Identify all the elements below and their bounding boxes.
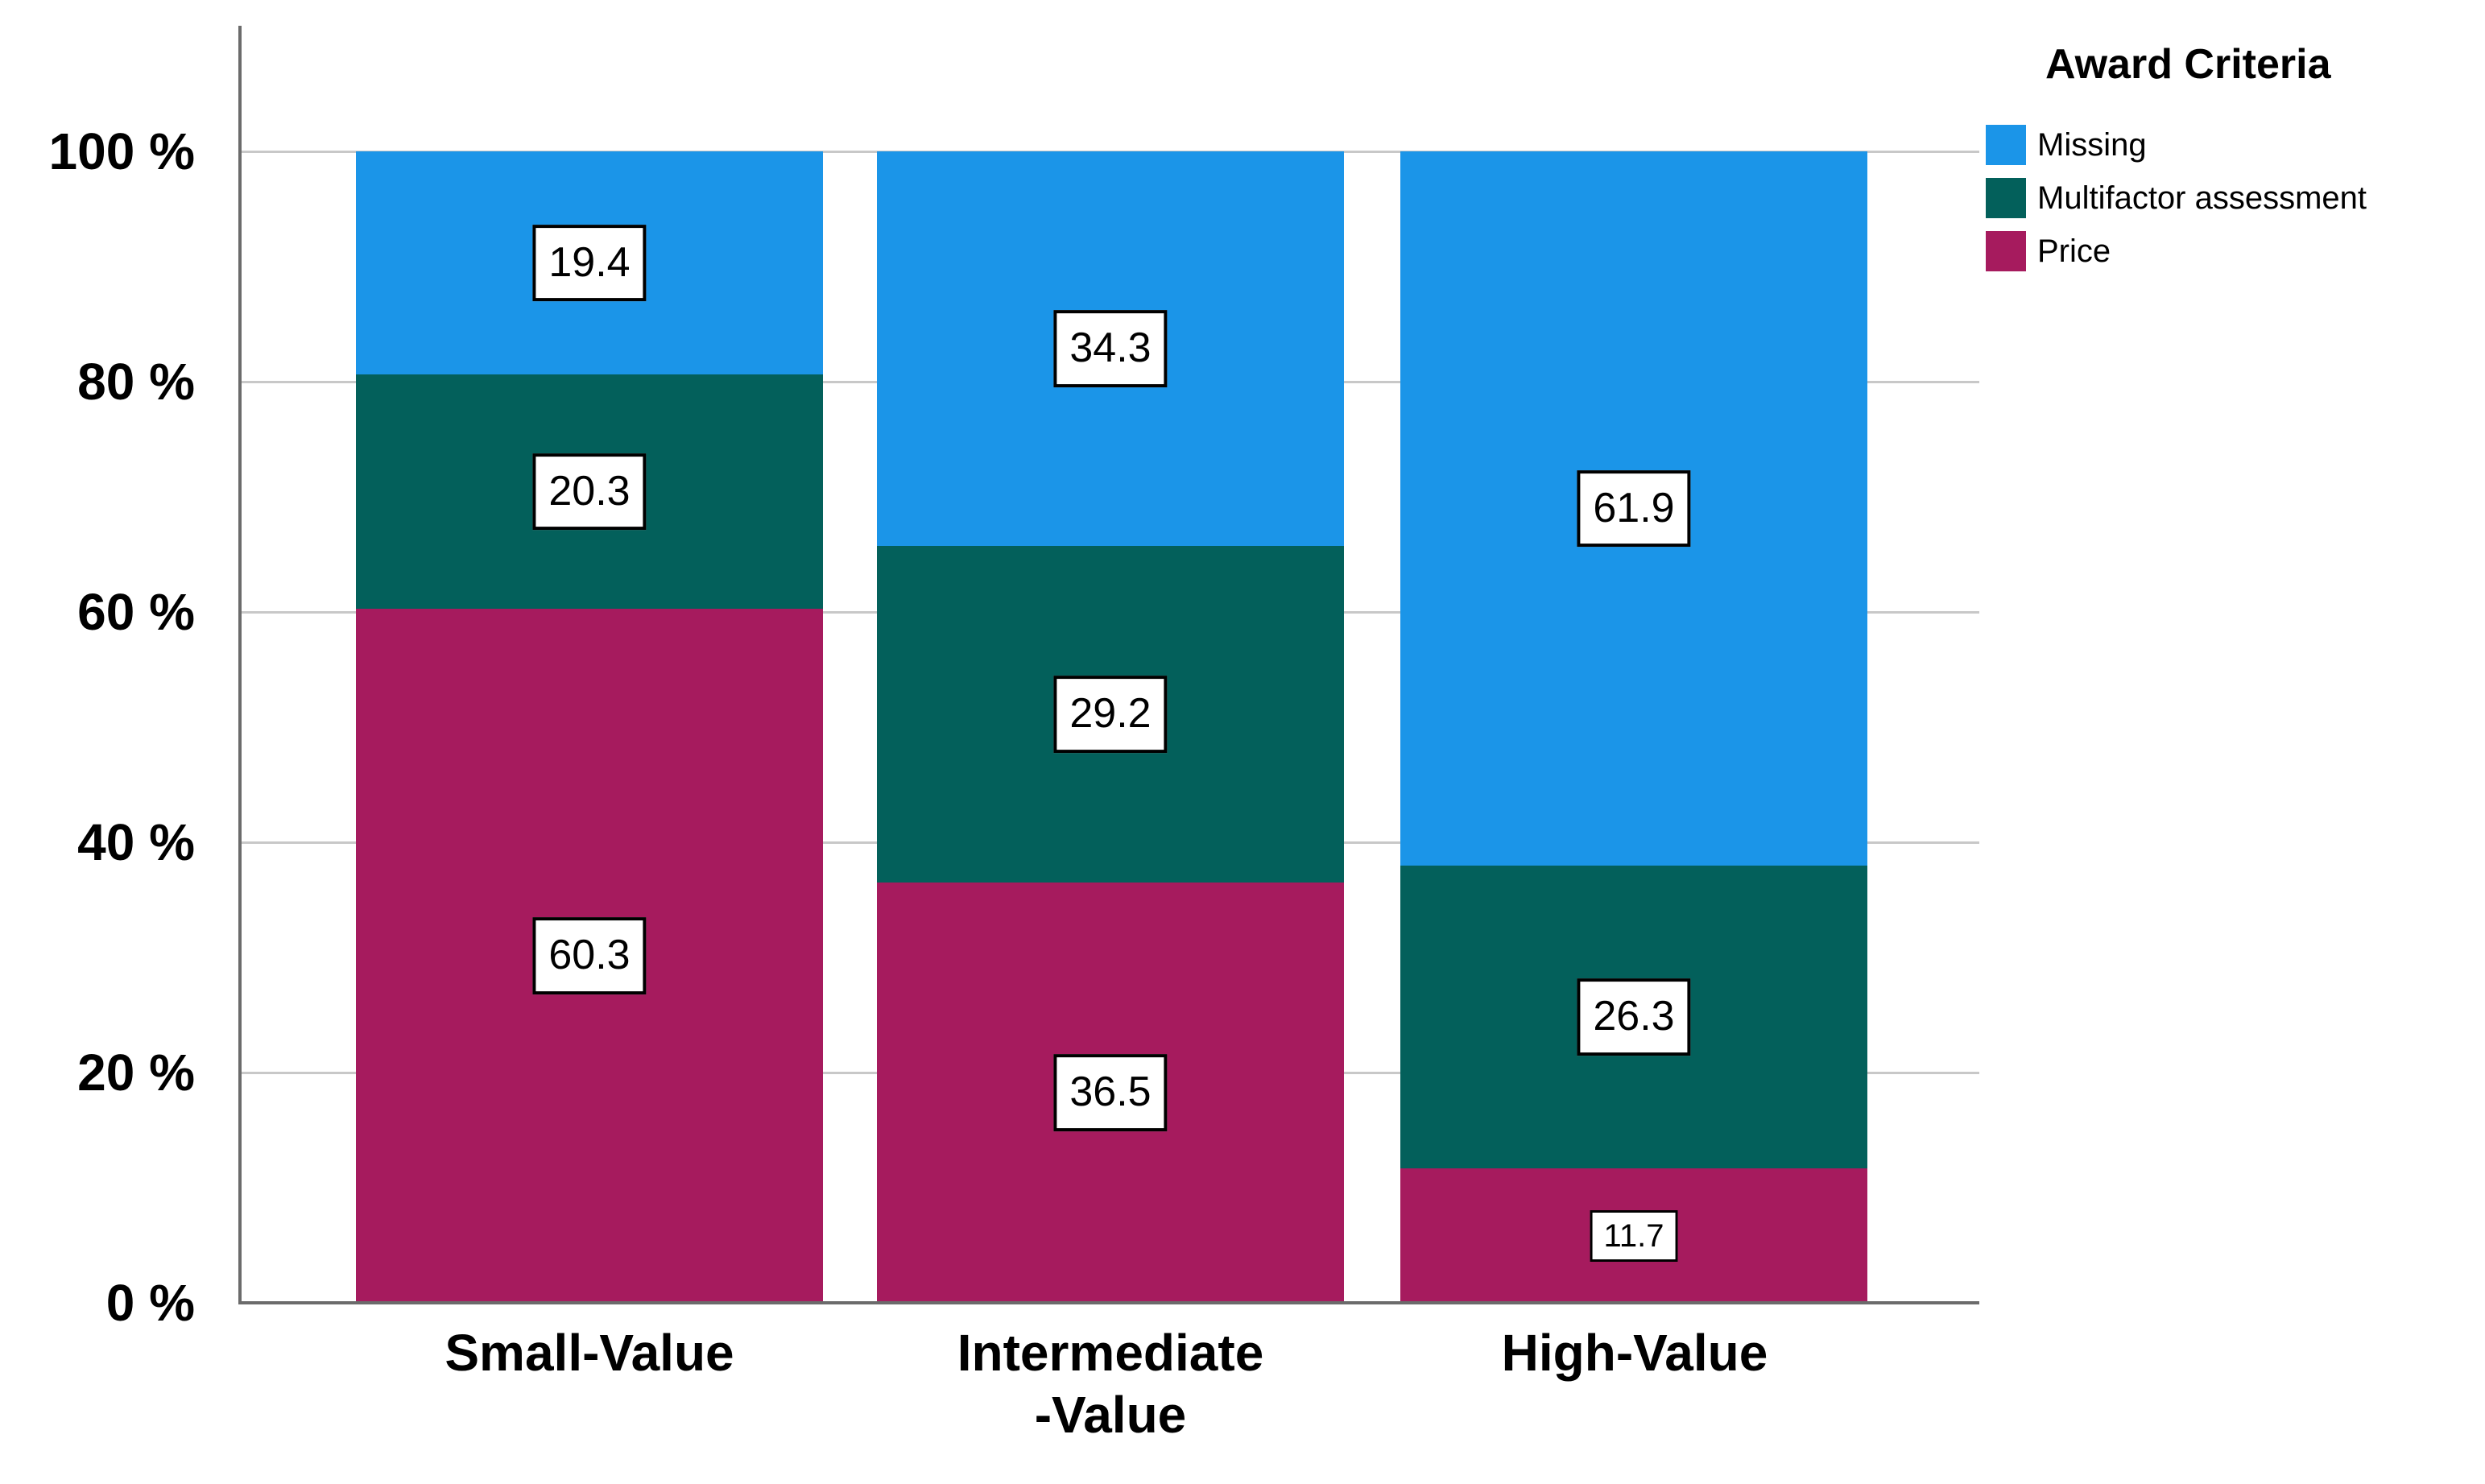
- value-label-box: 60.3: [532, 917, 647, 994]
- bar-segment-missing: 61.9: [1400, 151, 1867, 866]
- value-label: 61.9: [1593, 484, 1675, 531]
- value-label-box: 20.3: [532, 453, 647, 531]
- value-label: 36.5: [1069, 1069, 1152, 1116]
- value-label: 20.3: [548, 467, 631, 515]
- legend-label: Price: [2037, 234, 2111, 269]
- value-label-box: 11.7: [1590, 1209, 1678, 1262]
- legend-swatch-price: [1986, 231, 2026, 271]
- legend-label: Multifactor assessment: [2037, 180, 2367, 216]
- legend-title: Award Criteria: [2045, 41, 2331, 88]
- bar-segment-price: 60.3: [356, 609, 823, 1303]
- y-tick-40: 40 %: [77, 813, 195, 871]
- legend-label: Missing: [2037, 127, 2147, 163]
- value-label-box: 29.2: [1053, 676, 1168, 753]
- value-label: 19.4: [548, 238, 631, 286]
- legend-swatch-multifactor: [1986, 178, 2026, 218]
- value-label-box: 26.3: [1577, 978, 1691, 1056]
- value-label: 34.3: [1069, 324, 1152, 372]
- bar-segment-multifactor: 29.2: [877, 546, 1344, 883]
- value-label: 60.3: [548, 932, 631, 979]
- legend-swatch-missing: [1986, 125, 2026, 165]
- y-tick-0: 0 %: [105, 1274, 195, 1332]
- x-label-small-value: Small-Value: [444, 1324, 734, 1382]
- bar-segment-missing: 19.4: [356, 151, 823, 374]
- bar-segment-missing: 34.3: [877, 151, 1344, 546]
- bar-segment-price: 36.5: [877, 883, 1344, 1303]
- value-label-box: 34.3: [1053, 310, 1168, 387]
- value-label: 29.2: [1069, 690, 1152, 738]
- bar-segment-multifactor: 26.3: [1400, 866, 1867, 1168]
- value-label-box: 36.5: [1053, 1054, 1168, 1131]
- x-label-intermediate-value: Intermediate -Value: [957, 1324, 1264, 1444]
- y-tick-60: 60 %: [77, 583, 195, 641]
- value-label-box: 61.9: [1577, 469, 1691, 548]
- bar-segment-multifactor: 20.3: [356, 374, 823, 609]
- y-axis-line: [238, 26, 242, 1304]
- y-tick-100: 100 %: [48, 122, 195, 180]
- x-axis-line: [238, 1301, 1979, 1304]
- bar-high-value: 61.9 26.3 11.7: [1400, 151, 1867, 1303]
- bar-intermediate-value: 34.3 29.2 36.5: [877, 151, 1344, 1303]
- bar-segment-price: 11.7: [1400, 1168, 1867, 1303]
- value-label-box: 19.4: [532, 224, 647, 302]
- y-tick-80: 80 %: [77, 353, 195, 411]
- value-label: 26.3: [1593, 993, 1675, 1040]
- bar-small-value: 19.4 20.3 60.3: [356, 151, 823, 1303]
- value-label: 11.7: [1603, 1217, 1664, 1254]
- x-label-high-value: High-Value: [1501, 1324, 1768, 1382]
- y-tick-20: 20 %: [77, 1044, 195, 1102]
